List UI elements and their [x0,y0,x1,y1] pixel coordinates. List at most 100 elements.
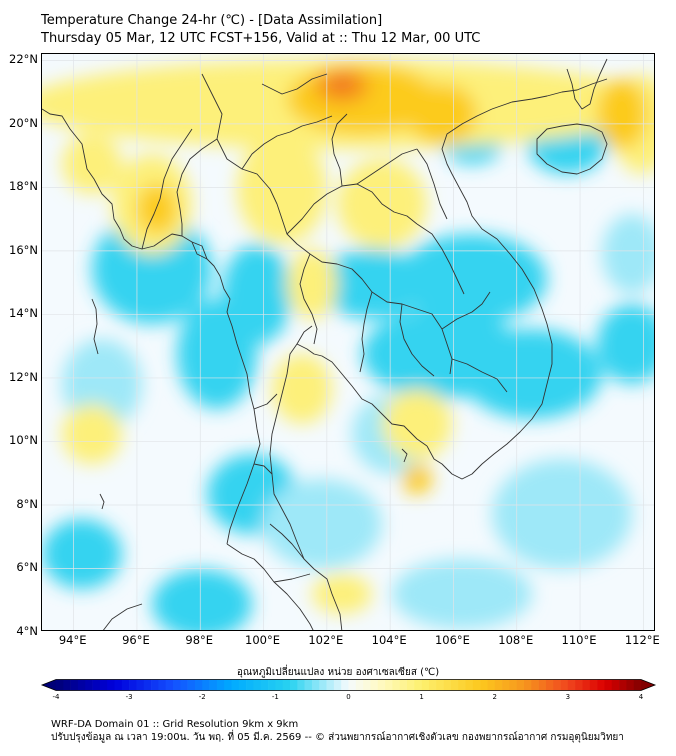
colorbar-cell [487,679,496,691]
lat-label-12n: 12°N [9,369,38,384]
colorbar-cell [611,679,620,691]
colorbar-cell [545,679,554,691]
colorbar-cell [553,679,561,691]
map-title: Temperature Change 24-hr (℃) - [Data Ass… [41,13,383,28]
colorbar-cell [290,679,298,691]
colorbar-cell [633,679,642,691]
colorbar-cell [377,679,386,691]
colorbar-tick-minus-2: -2 [198,693,206,701]
colorbar-cell [56,679,64,691]
model-info: WRF-DA Domain 01 :: Grid Resolution 9km … [51,719,299,730]
colorbar-cell [209,679,218,691]
colorbar-cell [282,679,291,691]
colorbar-cell [582,679,591,691]
lat-label-22n: 22°N [9,52,38,67]
colorbar-cell [480,679,488,691]
colorbar-cell [70,679,79,691]
colorbar-cell [414,679,422,691]
colorbar-cell [421,679,430,691]
colorbar-cell [268,679,276,691]
colorbar-cell [136,679,145,691]
lon-label-94e: 94°E [58,633,87,647]
lat-label-6n: 6°N [16,560,38,575]
temperature-change-map[interactable] [42,54,655,631]
colorbar-cell [85,679,93,691]
colorbar-max-extend [641,679,655,691]
colorbar-cell [224,679,232,691]
colorbar-cell [560,679,569,691]
colorbar-cell [524,679,532,691]
colorbar-cell [348,679,357,691]
colorbar-cell [63,679,71,691]
colorbar-cell [407,679,415,691]
colorbar-cell [575,679,583,691]
lat-label-16n: 16°N [9,242,38,257]
colorbar-cell [165,679,174,691]
colorbar-cell [531,679,539,691]
colorbar-cell [129,679,137,691]
colorbar-cell [151,679,159,691]
colorbar-cell [589,679,598,691]
colorbar-min-extend [42,679,56,691]
colorbar-cell [304,679,313,691]
colorbar-cell [311,679,320,691]
colorbar-cell [399,679,408,691]
lon-label-108e: 108°E [498,633,534,647]
colorbar-cell [355,679,364,691]
colorbar-cell [494,679,503,691]
colorbar-cell [326,679,335,691]
lon-label-104e: 104°E [371,633,407,647]
colorbar-cell [567,679,576,691]
colorbar-cell [319,679,327,691]
lon-label-112e: 112°E [624,633,660,647]
colorbar-cell [180,679,188,691]
colorbar-cell [516,679,525,691]
credit-line: ปรับปรุงข้อมูล ณ เวลา 19:00น. วัน พฤ. ที… [51,732,624,743]
colorbar-tick-1: 1 [419,693,424,701]
colorbar-tick-0: 0 [346,693,351,701]
colorbar-cell [450,679,459,691]
colorbar-cell [363,679,371,691]
colorbar-cell [260,679,269,691]
colorbar-cell [341,679,349,691]
colorbar-cell [619,679,627,691]
colorbar-cell [385,679,393,691]
lon-label-100e: 100°E [245,633,281,647]
colorbar-cell [231,679,240,691]
colorbar-cell [626,679,634,691]
colorbar-tick-2: 2 [492,693,497,701]
colorbar-cell [246,679,254,691]
lat-label-8n: 8°N [16,496,38,511]
lon-label-98e: 98°E [185,633,214,647]
lon-label-96e: 96°E [122,633,150,647]
colorbar-cell [436,679,444,691]
colorbar-cell [604,679,613,691]
coastlines-and-borders [42,58,608,630]
colorbar [40,679,657,691]
colorbar-cell [509,679,517,691]
lat-label-14n: 14°N [9,306,38,321]
colorbar-cell [173,679,181,691]
colorbar-label: อุณหภูมิเปลี่ยนแปลง หน่วย องศาเซลเซียส (… [236,667,440,678]
lon-label-102e: 102°E [308,633,344,647]
colorbar-tick-minus-1: -1 [271,693,279,701]
colorbar-cell [92,679,101,691]
colorbar-cell [202,679,210,691]
colorbar-tick-3: 3 [565,693,571,701]
colorbar-cell [333,679,342,691]
colorbar-tick-minus-3: -3 [125,693,133,701]
colorbar-tick-4: 4 [638,693,644,701]
colorbar-cell [538,679,547,691]
map-area[interactable] [41,53,655,631]
colorbar-cell [107,679,115,691]
map-subtitle: Thursday 05 Mar, 12 UTC FCST+156, Valid … [41,31,481,46]
colorbar-cell [472,679,481,691]
colorbar-cell [443,679,452,691]
colorbar-cell [121,679,130,691]
colorbar-cell [297,679,305,691]
lat-label-4n: 4°N [16,624,38,638]
colorbar-cell [194,679,203,691]
colorbar-cell [77,679,86,691]
colorbar-cell [216,679,225,691]
colorbar-cell [253,679,262,691]
